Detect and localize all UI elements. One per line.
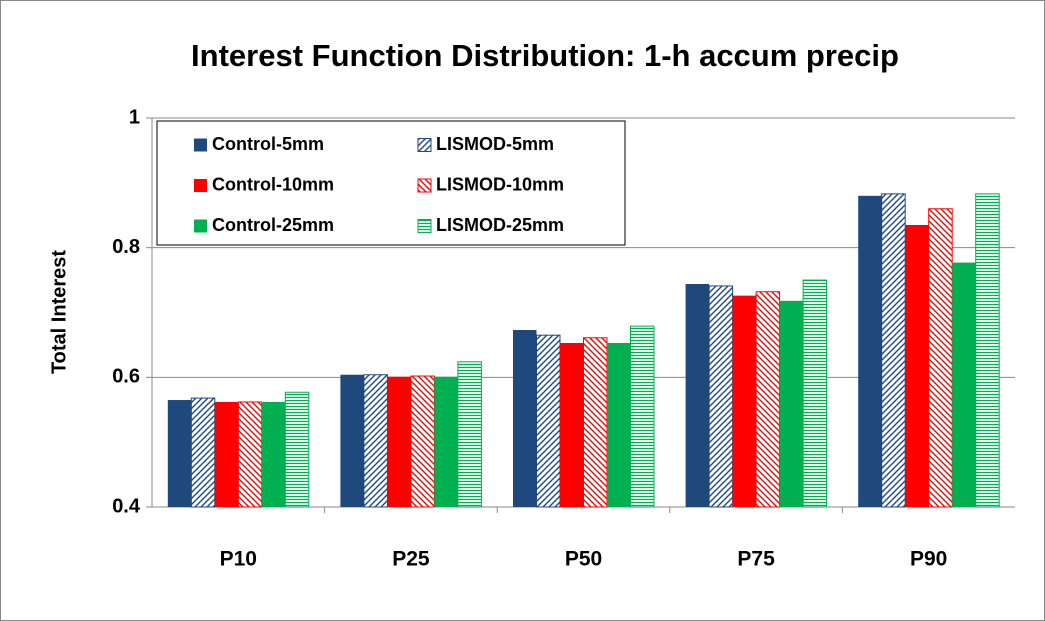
bar (732, 295, 757, 507)
x-tick-label: P50 (565, 548, 602, 571)
legend-label: Control-5mm (212, 134, 324, 154)
legend-label: LISMOD-10mm (436, 174, 564, 194)
legend-swatch (194, 138, 207, 152)
bar (755, 291, 781, 508)
bar (261, 401, 286, 507)
y-axis-label: Total Interest (48, 250, 70, 374)
legend-box (156, 120, 626, 246)
y-tick-label: 0.8 (112, 236, 140, 258)
bar (685, 283, 710, 507)
bar (410, 375, 435, 508)
bar (560, 342, 584, 507)
legend-label: Control-25mm (212, 215, 334, 235)
x-tick-label: P90 (910, 548, 947, 571)
legend-swatch (417, 219, 432, 233)
bar (190, 397, 216, 508)
bar (975, 193, 1000, 508)
legend-swatch (417, 138, 432, 152)
legend-label: LISMOD-5mm (436, 134, 554, 154)
legend-label: Control-10mm (212, 174, 334, 194)
bar (905, 224, 929, 507)
bar (536, 334, 561, 508)
legend-label: LISMOD-25mm (436, 215, 564, 235)
legend-swatch (194, 179, 207, 192)
legend-swatch (194, 219, 207, 233)
bar (708, 285, 734, 508)
bar (513, 330, 537, 507)
bar (607, 342, 631, 507)
bar (928, 208, 953, 508)
bar (952, 262, 976, 507)
bar (802, 279, 828, 508)
bar (237, 401, 263, 508)
y-tick-label: 1 (129, 106, 140, 128)
y-tick-label: 0.4 (112, 495, 141, 517)
bar (167, 400, 192, 507)
bar (284, 391, 310, 508)
bar (434, 376, 458, 507)
bar (779, 300, 804, 507)
x-tick-label: P75 (737, 548, 775, 571)
bar (340, 374, 364, 507)
x-tick-label: P25 (392, 548, 430, 571)
chart-title: Interest Function Distribution: 1-h accu… (191, 38, 899, 73)
y-tick-label: 0.6 (112, 366, 140, 388)
bar (214, 401, 239, 507)
bar (387, 376, 411, 507)
bar (457, 361, 482, 508)
bar (583, 337, 608, 508)
x-tick-label: P10 (220, 548, 257, 571)
bar (858, 195, 882, 508)
legend-swatch (417, 178, 432, 193)
bar (630, 325, 655, 508)
bar (881, 193, 906, 508)
bar (363, 374, 388, 508)
